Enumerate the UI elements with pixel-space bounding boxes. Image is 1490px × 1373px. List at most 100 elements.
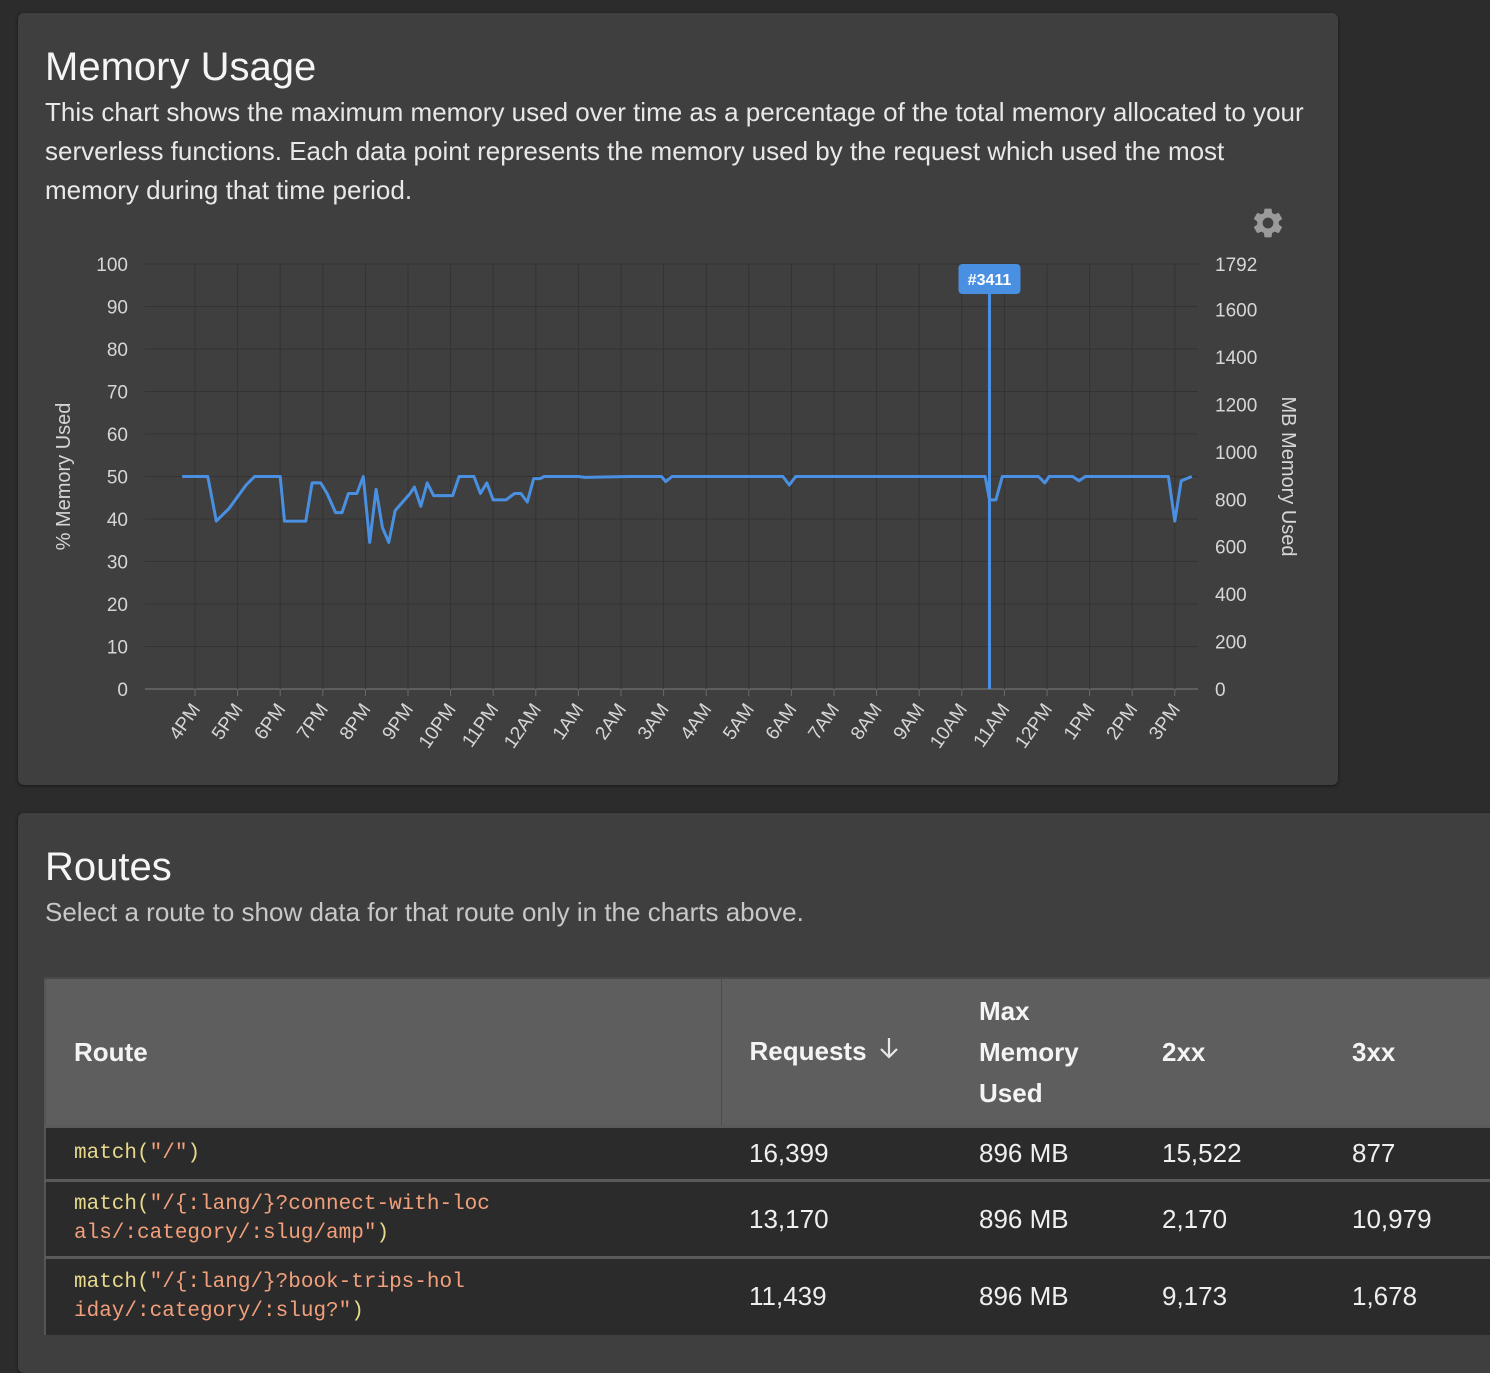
route-pattern: "/{:lang/}?connect-with-locals/:category… [74,1193,490,1245]
y-right-axis-title: MB Memory Used [1277,396,1299,556]
column-header-2xx-label: 2xx [1162,1036,1206,1067]
status-3xx-cell: 10,979 [1324,1179,1490,1258]
y-right-axis-tick-label: 400 [1215,585,1247,606]
y-axis-tick-label: 30 [107,553,128,574]
route-close: ) [187,1142,201,1165]
y-right-axis-tick-label: 1600 [1215,301,1257,322]
y-right-axis-tick-label: 1000 [1215,443,1257,464]
routes-description: Select a route to show data for that rou… [45,897,804,927]
requests-cell: 13,170 [721,1179,951,1258]
column-header-requests[interactable]: Requests [721,977,951,1127]
x-axis-tick-label: 9AM [890,700,930,744]
column-header-3xx[interactable]: 3xx [1324,977,1490,1127]
x-axis-tick-label: 12AM [500,700,546,753]
route-code: match("/{:lang/}?book-trips-holiday/:cat… [74,1268,474,1326]
arrow-down-icon[interactable] [877,1032,901,1073]
route-cell[interactable]: match("/{:lang/}?connect-with-locals/:ca… [44,1179,721,1258]
x-axis-tick-label: 3PM [1145,700,1185,744]
route-code: match("/{:lang/}?connect-with-locals/:ca… [74,1190,494,1248]
route-cell[interactable]: match("/{:lang/}?book-trips-holiday/:cat… [44,1256,721,1335]
x-axis-tick-label: 1PM [1060,700,1100,744]
y-right-axis-tick-label: 1400 [1215,348,1257,369]
max-memory-cell: 896 MB [951,1125,1134,1181]
routes-card: Routes Select a route to show data for t… [18,813,1490,1373]
y-right-axis-tick-label: 600 [1215,538,1247,559]
y-axis-tick-label: 100 [96,255,128,276]
column-header-route[interactable]: Route [44,977,722,1127]
column-header-max-memory[interactable]: Max Memory Used [951,977,1134,1127]
y-axis-tick-label: 50 [107,468,128,489]
table-row[interactable]: match("/{:lang/}?connect-with-locals/:ca… [44,1179,1490,1258]
status-2xx-cell: 2,170 [1134,1179,1324,1258]
status-2xx-cell: 9,173 [1134,1256,1324,1335]
y-right-axis-tick-label: 800 [1215,490,1247,511]
x-axis-tick-label: 4PM [165,700,205,744]
x-axis-tick-label: 5PM [208,700,248,744]
x-axis-tick-label: 8PM [336,700,376,744]
max-memory-cell: 896 MB [951,1256,1134,1335]
x-axis-tick-label: 11AM [970,700,1015,752]
x-axis-tick-label: 5AM [719,700,759,744]
route-cell[interactable]: match("/") [44,1125,721,1181]
column-header-2xx[interactable]: 2xx [1134,977,1324,1127]
status-2xx-cell: 15,522 [1134,1125,1324,1181]
memory-usage-description: This chart shows the maximum memory used… [45,97,1304,205]
y-axis-title: % Memory Used [53,403,75,551]
x-axis-tick-label: 10PM [415,700,461,753]
column-header-requests-label: Requests [749,1035,867,1066]
route-pattern: "/{:lang/}?book-trips-holiday/:category/… [74,1270,465,1323]
deployment-marker-badge [958,264,1021,294]
gear-icon[interactable] [1250,205,1286,241]
column-header-max-memory-label: Max Memory Used [979,995,1079,1108]
y-axis-tick-label: 90 [107,298,128,319]
y-right-axis-tick-label: 1792 [1215,255,1257,276]
x-axis-tick-label: 1AM [549,700,589,744]
x-axis-tick-label: 12PM [1011,700,1057,753]
column-header-3xx-label: 3xx [1352,1036,1396,1067]
y-axis-tick-label: 0 [117,680,128,701]
max-memory-cell: 896 MB [951,1179,1134,1258]
x-axis-tick-label: 7PM [293,700,333,744]
x-axis-tick-label: 11PM [458,700,503,752]
x-axis-tick-label: 4AM [677,700,717,744]
route-fn: match( [74,1142,150,1165]
x-axis-tick-label: 3AM [634,700,674,744]
route-pattern: "/" [149,1142,188,1165]
y-axis-tick-label: 20 [107,595,128,616]
route-code: match("/") [74,1139,721,1168]
y-right-axis-tick-label: 200 [1215,633,1247,654]
y-axis-tick-label: 60 [107,425,128,446]
routes-title: Routes [45,845,172,889]
column-header-route-label: Route [74,1036,148,1067]
x-axis-tick-label: 8AM [847,700,887,744]
requests-cell: 11,439 [721,1256,951,1335]
requests-cell: 16,399 [721,1125,951,1181]
y-right-axis-tick-label: 1200 [1215,395,1257,416]
x-axis-tick-label: 6PM [251,700,291,744]
route-close: ) [376,1222,390,1245]
route-fn: match( [74,1193,150,1216]
x-axis-tick-label: 7AM [804,700,844,744]
route-close: ) [351,1299,364,1323]
memory-usage-chart: 1009080706050403020100179216001400120010… [53,255,1299,753]
table-header-row: Route Requests Max Memory Used 2xx 3xx [44,977,1490,1127]
table-row[interactable]: match("/{:lang/}?book-trips-holiday/:cat… [44,1256,1490,1335]
x-axis-tick-label: 6AM [762,700,802,744]
y-axis-tick-label: 80 [107,340,128,361]
table-row[interactable]: match("/") 16,399 896 MB 15,522 877 [44,1125,1490,1181]
x-axis-tick-label: 9PM [378,700,418,744]
x-axis-tick-label: 2PM [1103,700,1143,744]
status-3xx-cell: 877 [1324,1125,1490,1181]
route-fn: match( [74,1270,150,1294]
x-axis-tick-label: 10AM [926,700,972,753]
memory-usage-card: Memory Usage This chart shows the maximu… [18,13,1338,785]
x-axis-tick-label: 2AM [591,700,631,744]
memory-series-line [182,475,1193,544]
deployment-marker-label: #3411 [968,272,1012,289]
routes-table: Route Requests Max Memory Used 2xx 3xx m… [44,977,1490,1335]
y-axis-tick-label: 40 [107,510,128,531]
y-axis-tick-label: 70 [107,383,128,404]
status-3xx-cell: 1,678 [1324,1256,1490,1335]
memory-usage-title: Memory Usage [45,45,317,89]
y-right-axis-tick-label: 0 [1215,680,1226,701]
